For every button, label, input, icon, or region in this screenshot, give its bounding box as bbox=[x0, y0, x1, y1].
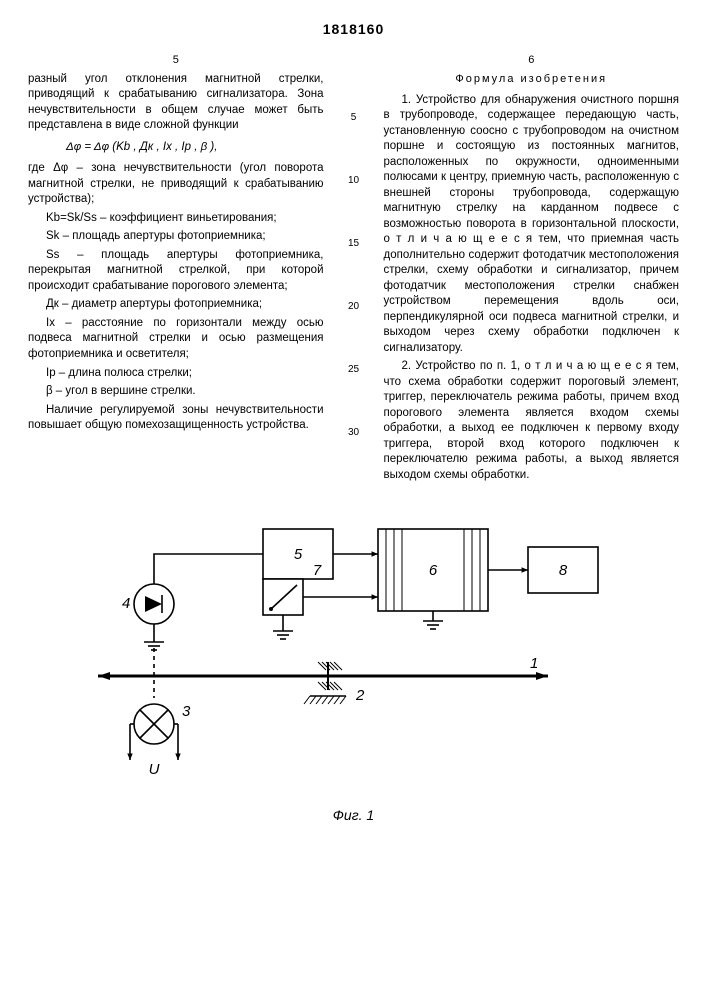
svg-text:4: 4 bbox=[122, 595, 130, 612]
svg-text:6: 6 bbox=[429, 562, 438, 579]
page: 1818160 5 разный угол отклонения магнитн… bbox=[0, 0, 707, 835]
line-num: 25 bbox=[346, 363, 362, 426]
svg-text:8: 8 bbox=[559, 562, 568, 579]
para: разный угол отклонения магнитной стрелки… bbox=[28, 72, 324, 134]
para: Ip – длина полюса стрелки; bbox=[28, 366, 324, 382]
para: Наличие регулируемой зоны нечувствительн… bbox=[28, 403, 324, 434]
para: Sk – площадь апертуры фотоприемника; bbox=[28, 229, 324, 245]
svg-text:7: 7 bbox=[313, 562, 322, 579]
line-num: 30 bbox=[346, 426, 362, 489]
page-num-right: 6 bbox=[384, 53, 680, 68]
claims-title: Формула изобретения bbox=[384, 72, 680, 87]
para: β – угол в вершине стрелки. bbox=[28, 384, 324, 400]
svg-text:U: U bbox=[149, 761, 160, 778]
para: Ix – расстояние по горизонтали между ось… bbox=[28, 316, 324, 363]
line-num: 10 bbox=[346, 174, 362, 237]
svg-text:5: 5 bbox=[294, 546, 303, 563]
page-num-left: 5 bbox=[28, 53, 324, 68]
figure-caption: Фиг. 1 bbox=[28, 806, 679, 825]
schematic-svg: 5 6 8 7 4 3 U 1 2 bbox=[28, 509, 668, 799]
para: Дк – диаметр апертуры фотоприемника; bbox=[28, 297, 324, 313]
line-number-strip: 5 10 15 20 25 30 bbox=[346, 53, 362, 489]
formula: Δφ = Δφ (Kb , Дк , Ix , Ip , β ), bbox=[66, 140, 324, 156]
patent-number: 1818160 bbox=[28, 20, 679, 39]
para: где Δφ – зона нечувствительности (угол п… bbox=[28, 161, 324, 208]
figure-1: 5 6 8 7 4 3 U 1 2 Фиг. 1 bbox=[28, 509, 679, 825]
right-column: 6 Формула изобретения 1. Устройство для … bbox=[384, 53, 680, 489]
claim: 1. Устройство для обнаружения очистного … bbox=[384, 93, 680, 357]
svg-text:1: 1 bbox=[530, 655, 538, 672]
left-column: 5 разный угол отклонения магнитной стрел… bbox=[28, 53, 324, 489]
line-num: 5 bbox=[346, 111, 362, 174]
line-num: 20 bbox=[346, 300, 362, 363]
svg-text:3: 3 bbox=[182, 703, 191, 720]
svg-text:2: 2 bbox=[355, 687, 365, 704]
text-columns: 5 разный угол отклонения магнитной стрел… bbox=[28, 53, 679, 489]
para: Kb=Sk/Ss – коэффициент виньетирования; bbox=[28, 211, 324, 227]
claim: 2. Устройство по п. 1, о т л и ч а ю щ е… bbox=[384, 359, 680, 483]
line-num: 15 bbox=[346, 237, 362, 300]
para: Ss – площадь апертуры фотоприемника, пер… bbox=[28, 248, 324, 295]
